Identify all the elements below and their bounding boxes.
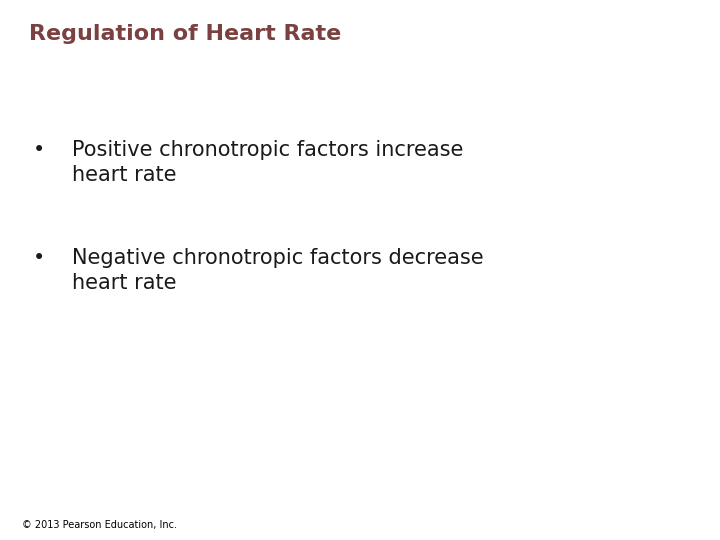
Text: Regulation of Heart Rate: Regulation of Heart Rate — [29, 24, 341, 44]
Text: Negative chronotropic factors decrease
heart rate: Negative chronotropic factors decrease h… — [72, 248, 484, 293]
Text: •: • — [32, 248, 45, 268]
Text: © 2013 Pearson Education, Inc.: © 2013 Pearson Education, Inc. — [22, 520, 176, 530]
Text: Positive chronotropic factors increase
heart rate: Positive chronotropic factors increase h… — [72, 140, 464, 185]
Text: •: • — [32, 140, 45, 160]
